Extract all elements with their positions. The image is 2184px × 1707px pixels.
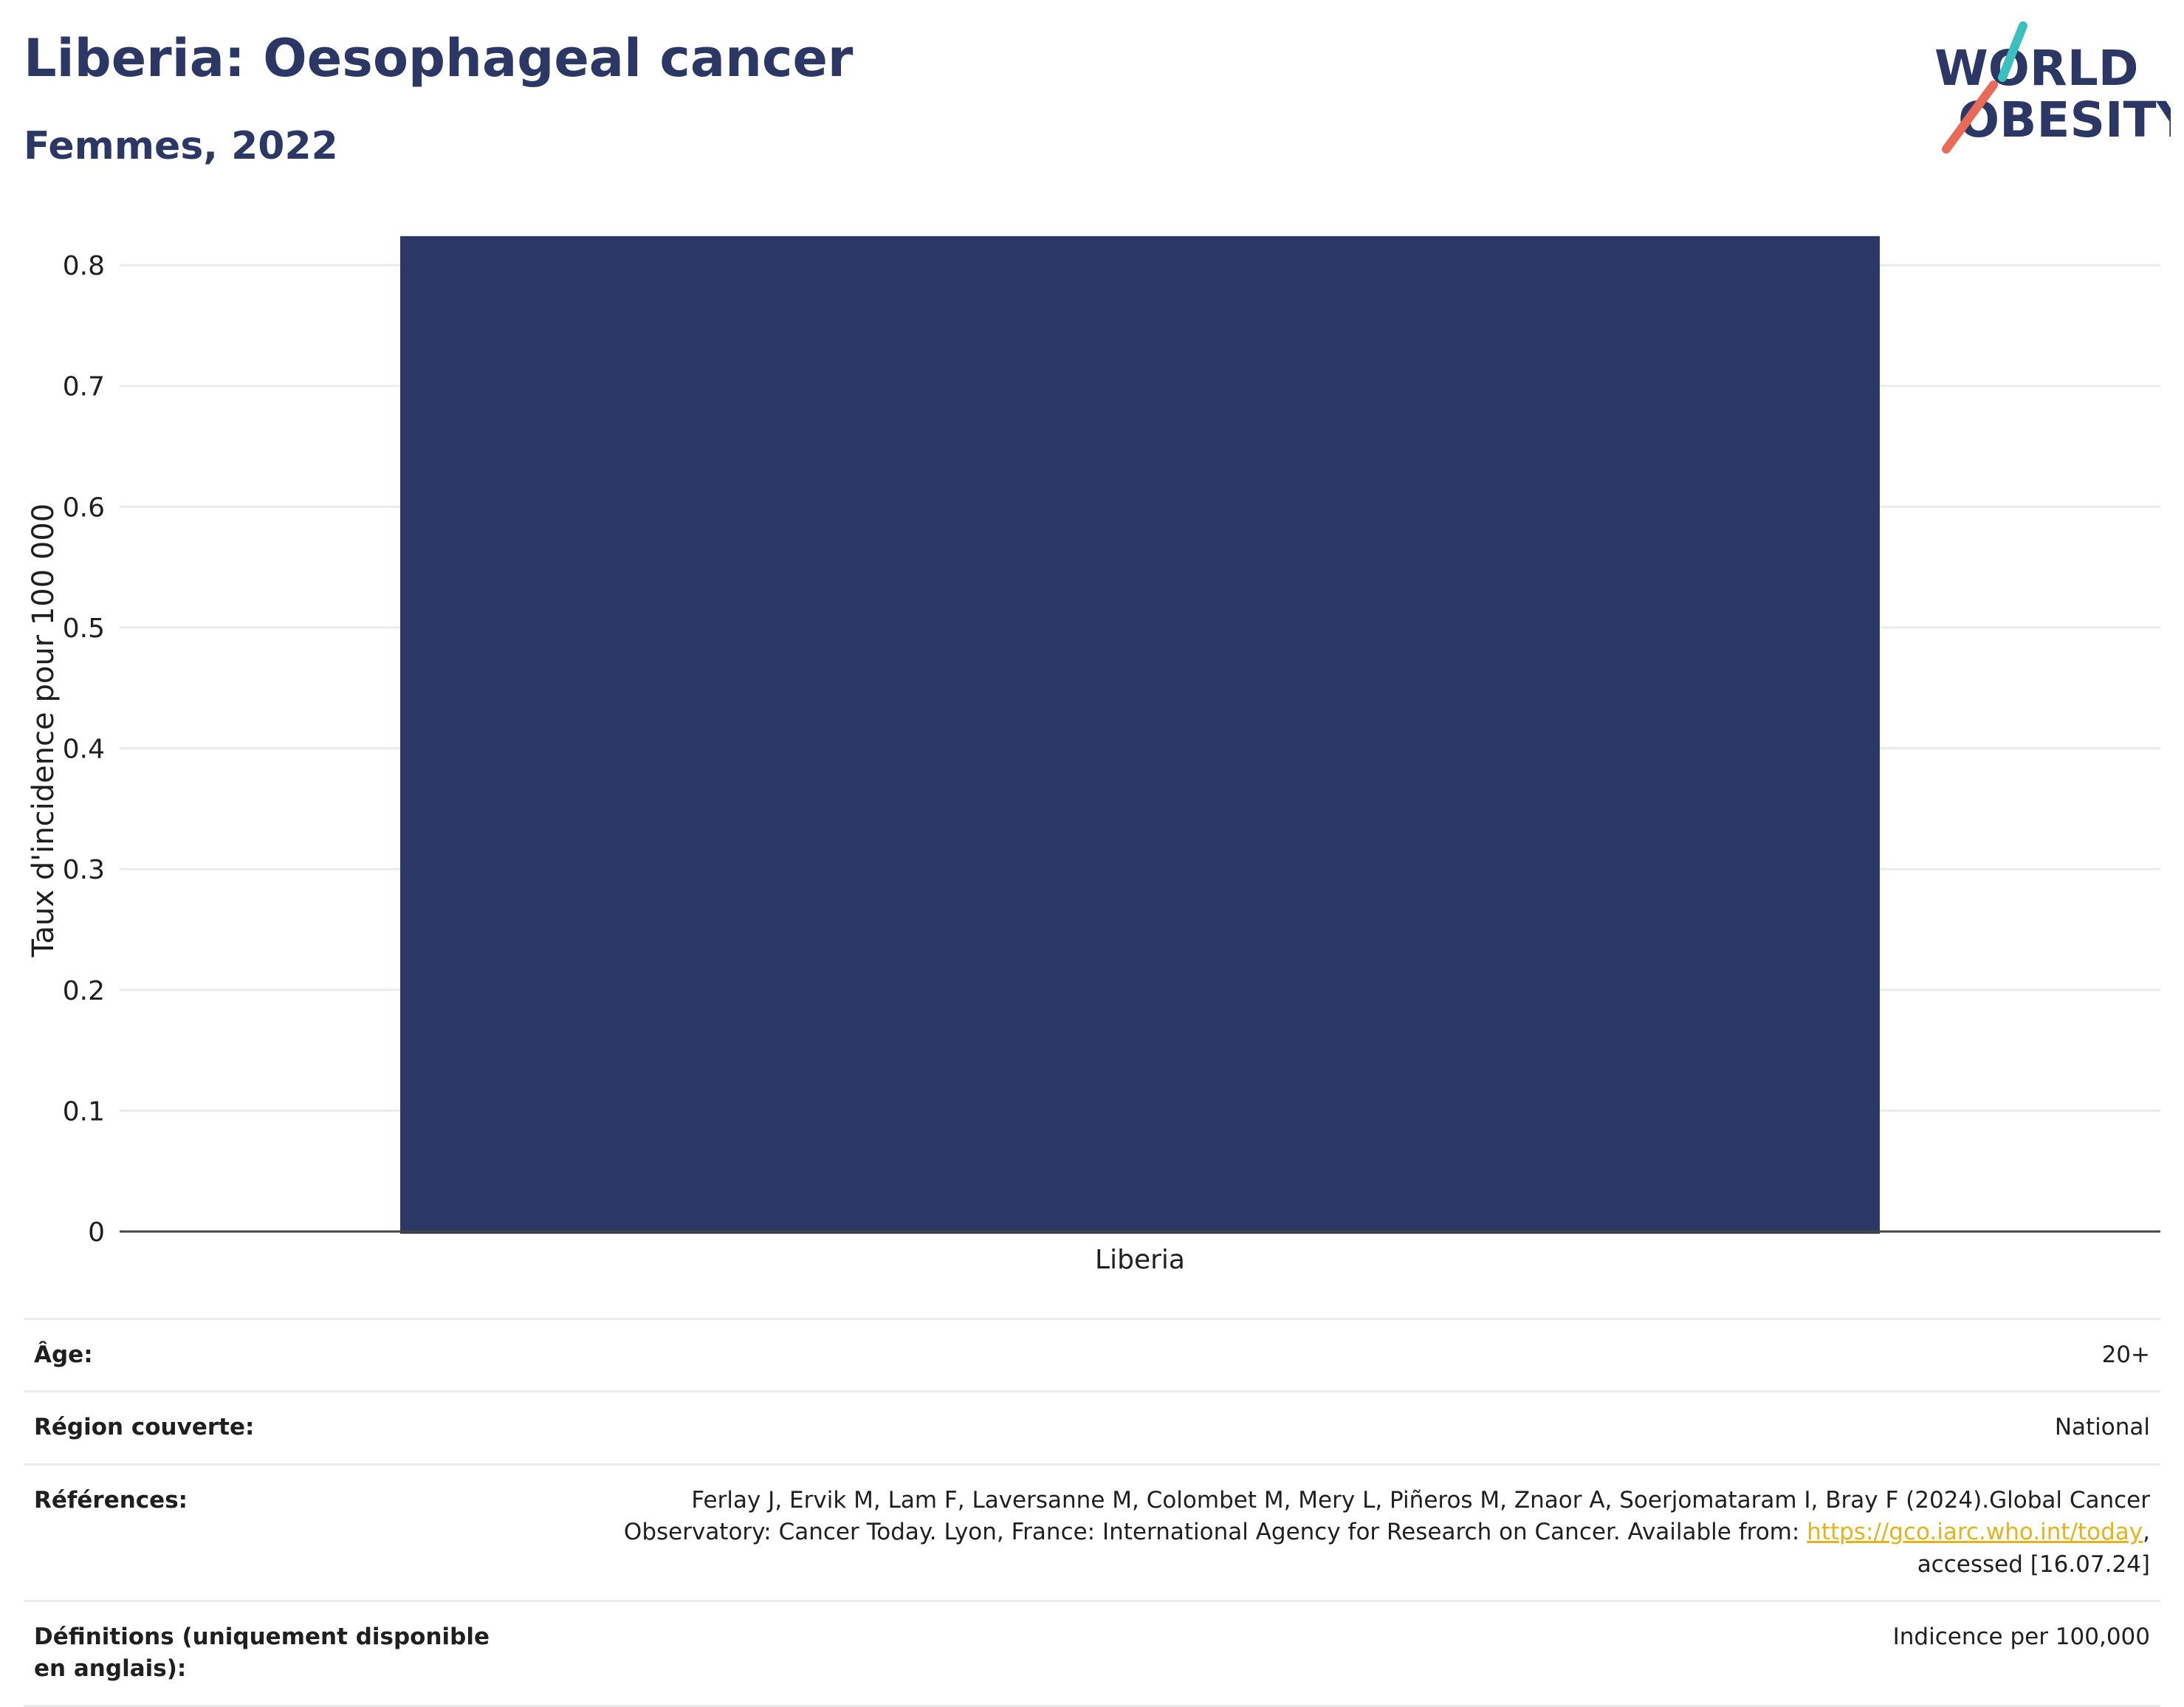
y-tick-label: 0.5 — [63, 614, 105, 644]
x-tick-labels: Liberia — [1095, 1245, 1185, 1275]
reference-text: Ferlay J, Ervik M, Lam F, Laversanne M, … — [623, 1486, 2150, 1546]
y-tick-label: 0.7 — [63, 372, 105, 402]
bar-chart: 0 0.1 0.2 0.3 0.4 0.5 0.6 0.7 0.8 Liberia Taux d… — [27, 236, 2160, 1275]
logo-teal-stroke — [1998, 21, 2027, 82]
bar-liberia[interactable] — [400, 236, 1880, 1234]
y-tick-label: 0.4 — [63, 735, 105, 765]
bars — [120, 236, 2160, 1234]
y-tick-label: 0 — [88, 1217, 105, 1248]
info-row-region: Région couverte: National — [24, 1390, 2160, 1465]
y-tick-label: 0.6 — [63, 492, 105, 523]
info-label-age: Âge: — [24, 1317, 532, 1392]
y-tick-label: 0.1 — [63, 1096, 105, 1127]
info-row-age: Âge: 20+ — [24, 1317, 2160, 1392]
info-value-definitions: Indicence per 100,000 — [532, 1599, 2160, 1707]
info-label-region: Région couverte: — [24, 1390, 532, 1465]
world-obesity-logo: WORLD OBESITY — [1934, 21, 2171, 154]
y-tick-labels: 0 0.1 0.2 0.3 0.4 0.5 0.6 0.7 0.8 — [63, 251, 105, 1248]
info-row-references: Références: Ferlay J, Ervik M, Lam F, La… — [24, 1463, 2160, 1601]
info-value-age: 20+ — [532, 1317, 2160, 1392]
info-row-definitions: Définitions (uniquement disponible en an… — [24, 1599, 2160, 1707]
x-tick-label: Liberia — [1095, 1245, 1185, 1275]
info-label-references: Références: — [24, 1463, 532, 1601]
reference-link[interactable]: https://gco.iarc.who.int/today — [1807, 1519, 2143, 1546]
info-table: Âge: 20+ Région couverte: National Référ… — [24, 1317, 2160, 1707]
info-label-definitions: Définitions (uniquement disponible en an… — [24, 1599, 532, 1707]
logo-coral-stroke — [1942, 80, 1998, 154]
info-value-references: Ferlay J, Ervik M, Lam F, Laversanne M, … — [532, 1463, 2160, 1601]
info-value-region: National — [532, 1390, 2160, 1465]
y-tick-label: 0.3 — [63, 855, 105, 885]
logo-line1: WORLD — [1934, 40, 2139, 97]
page-subtitle: Femmes, 2022 — [24, 124, 338, 168]
logo-line2: OBESITY — [1958, 92, 2171, 148]
y-tick-label: 0.2 — [63, 976, 105, 1006]
reference-accessed: , accessed [16.07.24] — [1917, 1519, 2150, 1578]
y-tick-label: 0.8 — [63, 251, 105, 281]
page-title: Liberia: Oesophageal cancer — [24, 28, 854, 89]
y-axis-title: Taux d'incidence pour 100 000 — [27, 504, 61, 958]
